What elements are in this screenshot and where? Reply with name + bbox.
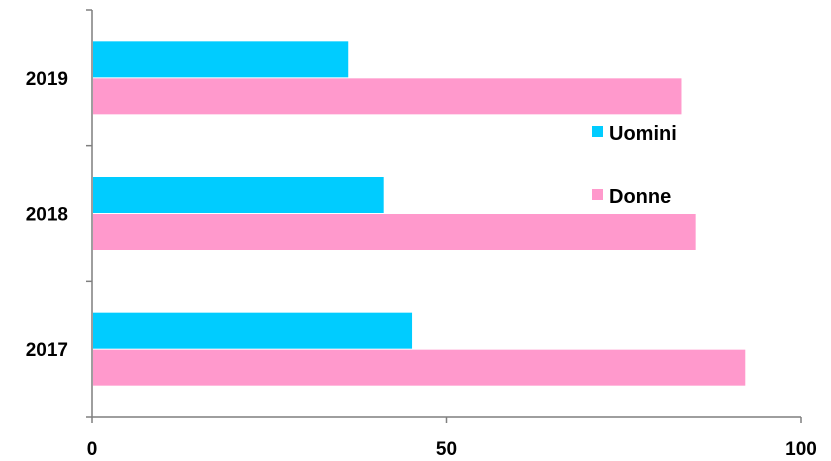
x-tick-label-100: 100 xyxy=(785,439,817,460)
y-tick-label-2018: 2018 xyxy=(26,205,68,226)
x-tick-label-50: 50 xyxy=(436,439,457,460)
y-tick-labels: 2019 2018 2017 xyxy=(26,69,68,361)
bar-donne-2019 xyxy=(93,78,682,115)
x-tick-labels: 0 50 100 xyxy=(87,439,817,460)
legend-swatch-uomini xyxy=(592,126,603,137)
legend-label-donne: Donne xyxy=(609,186,671,208)
y-tick-label-2017: 2017 xyxy=(26,340,68,361)
bar-uomini-2017 xyxy=(93,312,413,349)
bar-donne-2017 xyxy=(93,349,746,386)
axes xyxy=(86,9,802,423)
legend-label-uomini: Uomini xyxy=(609,123,677,145)
legend-swatch-donne xyxy=(592,189,603,200)
bar-uomini-2018 xyxy=(93,177,384,213)
bars-group xyxy=(93,41,746,386)
bar-uomini-2019 xyxy=(93,41,349,78)
legend: Uomini Donne xyxy=(592,123,677,208)
x-tick-label-0: 0 xyxy=(87,439,98,460)
bar-donne-2018 xyxy=(93,214,696,250)
y-tick-label-2019: 2019 xyxy=(26,69,68,90)
